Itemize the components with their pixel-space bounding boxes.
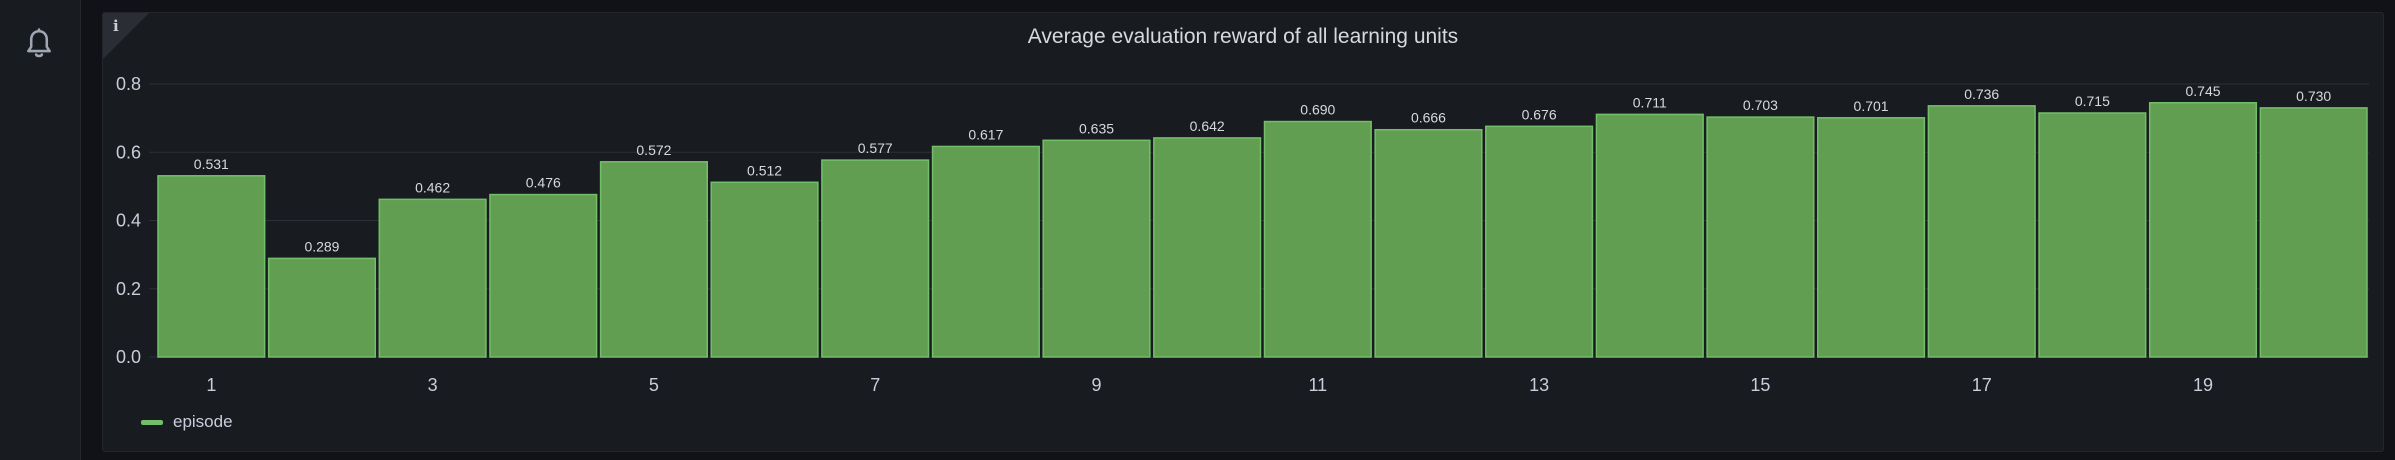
bar — [2038, 112, 2147, 358]
bar-value-label: 0.690 — [1300, 102, 1335, 118]
chart-panel: i Average evaluation reward of all learn… — [102, 12, 2384, 452]
x-tick-label: 3 — [428, 375, 438, 395]
bar-value-label: 0.676 — [1522, 106, 1557, 122]
info-icon[interactable]: i — [113, 17, 119, 35]
bar-value-label: 0.577 — [858, 140, 893, 156]
sidebar — [0, 0, 81, 460]
bar — [2259, 107, 2368, 358]
legend[interactable]: episode — [141, 412, 233, 432]
panel-info-corner[interactable] — [103, 13, 149, 59]
bar-value-label: 0.711 — [1633, 94, 1667, 110]
bar — [1042, 139, 1151, 358]
y-tick-label: 0.4 — [116, 211, 141, 231]
panel-title: Average evaluation reward of all learnin… — [1027, 25, 1459, 48]
bar — [1817, 117, 1926, 358]
bar-value-label: 0.730 — [2296, 88, 2331, 104]
bar — [157, 175, 266, 358]
bar-value-label: 0.703 — [1743, 97, 1778, 113]
bar — [931, 145, 1040, 358]
bar — [710, 181, 819, 358]
bar — [821, 159, 930, 358]
bar — [1595, 113, 1704, 358]
bar-value-label: 0.642 — [1190, 118, 1225, 134]
x-tick-label: 13 — [1529, 375, 1549, 395]
bar — [1927, 105, 2036, 358]
bar — [599, 161, 709, 358]
bar — [378, 198, 487, 358]
x-tick-label: 11 — [1308, 375, 1327, 395]
bar-value-label: 0.462 — [415, 179, 450, 195]
x-tick-label: 15 — [1750, 375, 1770, 395]
bar-value-label: 0.701 — [1854, 98, 1889, 114]
y-tick-label: 0.0 — [116, 347, 141, 367]
bar — [489, 193, 598, 358]
x-tick-label: 1 — [206, 375, 216, 395]
y-tick-label: 0.6 — [116, 142, 141, 162]
x-tick-label: 7 — [870, 375, 880, 395]
bar — [1485, 125, 1594, 358]
bar-value-label: 0.531 — [194, 156, 229, 172]
bar-chart: 0.0 0.2 0.4 0.6 0.8 0.531 0.289 0.462 0.476 0.572… — [116, 74, 2369, 395]
legend-swatch — [141, 419, 163, 425]
bar-value-label: 0.635 — [1079, 120, 1114, 136]
y-tick-label: 0.8 — [116, 74, 141, 94]
bar-value-label: 0.736 — [1964, 86, 1999, 102]
bar-value-label: 0.512 — [747, 162, 782, 178]
x-tick-label: 9 — [1092, 375, 1102, 395]
x-tick-label: 17 — [1972, 375, 1992, 395]
x-tick-label: 5 — [649, 375, 659, 395]
bar — [2148, 102, 2258, 358]
bar-value-label: 0.715 — [2075, 93, 2110, 109]
bar-value-label: 0.476 — [526, 175, 561, 191]
y-tick-label: 0.2 — [116, 279, 141, 299]
bell-icon[interactable] — [22, 27, 56, 61]
bar — [267, 257, 377, 358]
bar-value-label: 0.745 — [2186, 83, 2221, 99]
bar — [1153, 137, 1262, 358]
bar — [1374, 128, 1483, 358]
bar-value-label: 0.572 — [636, 142, 671, 158]
bar — [1263, 120, 1372, 358]
bar-value-label: 0.666 — [1411, 110, 1446, 126]
bar — [1706, 116, 1815, 358]
bar-value-label: 0.289 — [304, 238, 339, 254]
x-tick-label: 19 — [2193, 375, 2213, 395]
bar-value-label: 0.617 — [968, 126, 1003, 142]
legend-label-episode[interactable]: episode — [173, 412, 233, 431]
